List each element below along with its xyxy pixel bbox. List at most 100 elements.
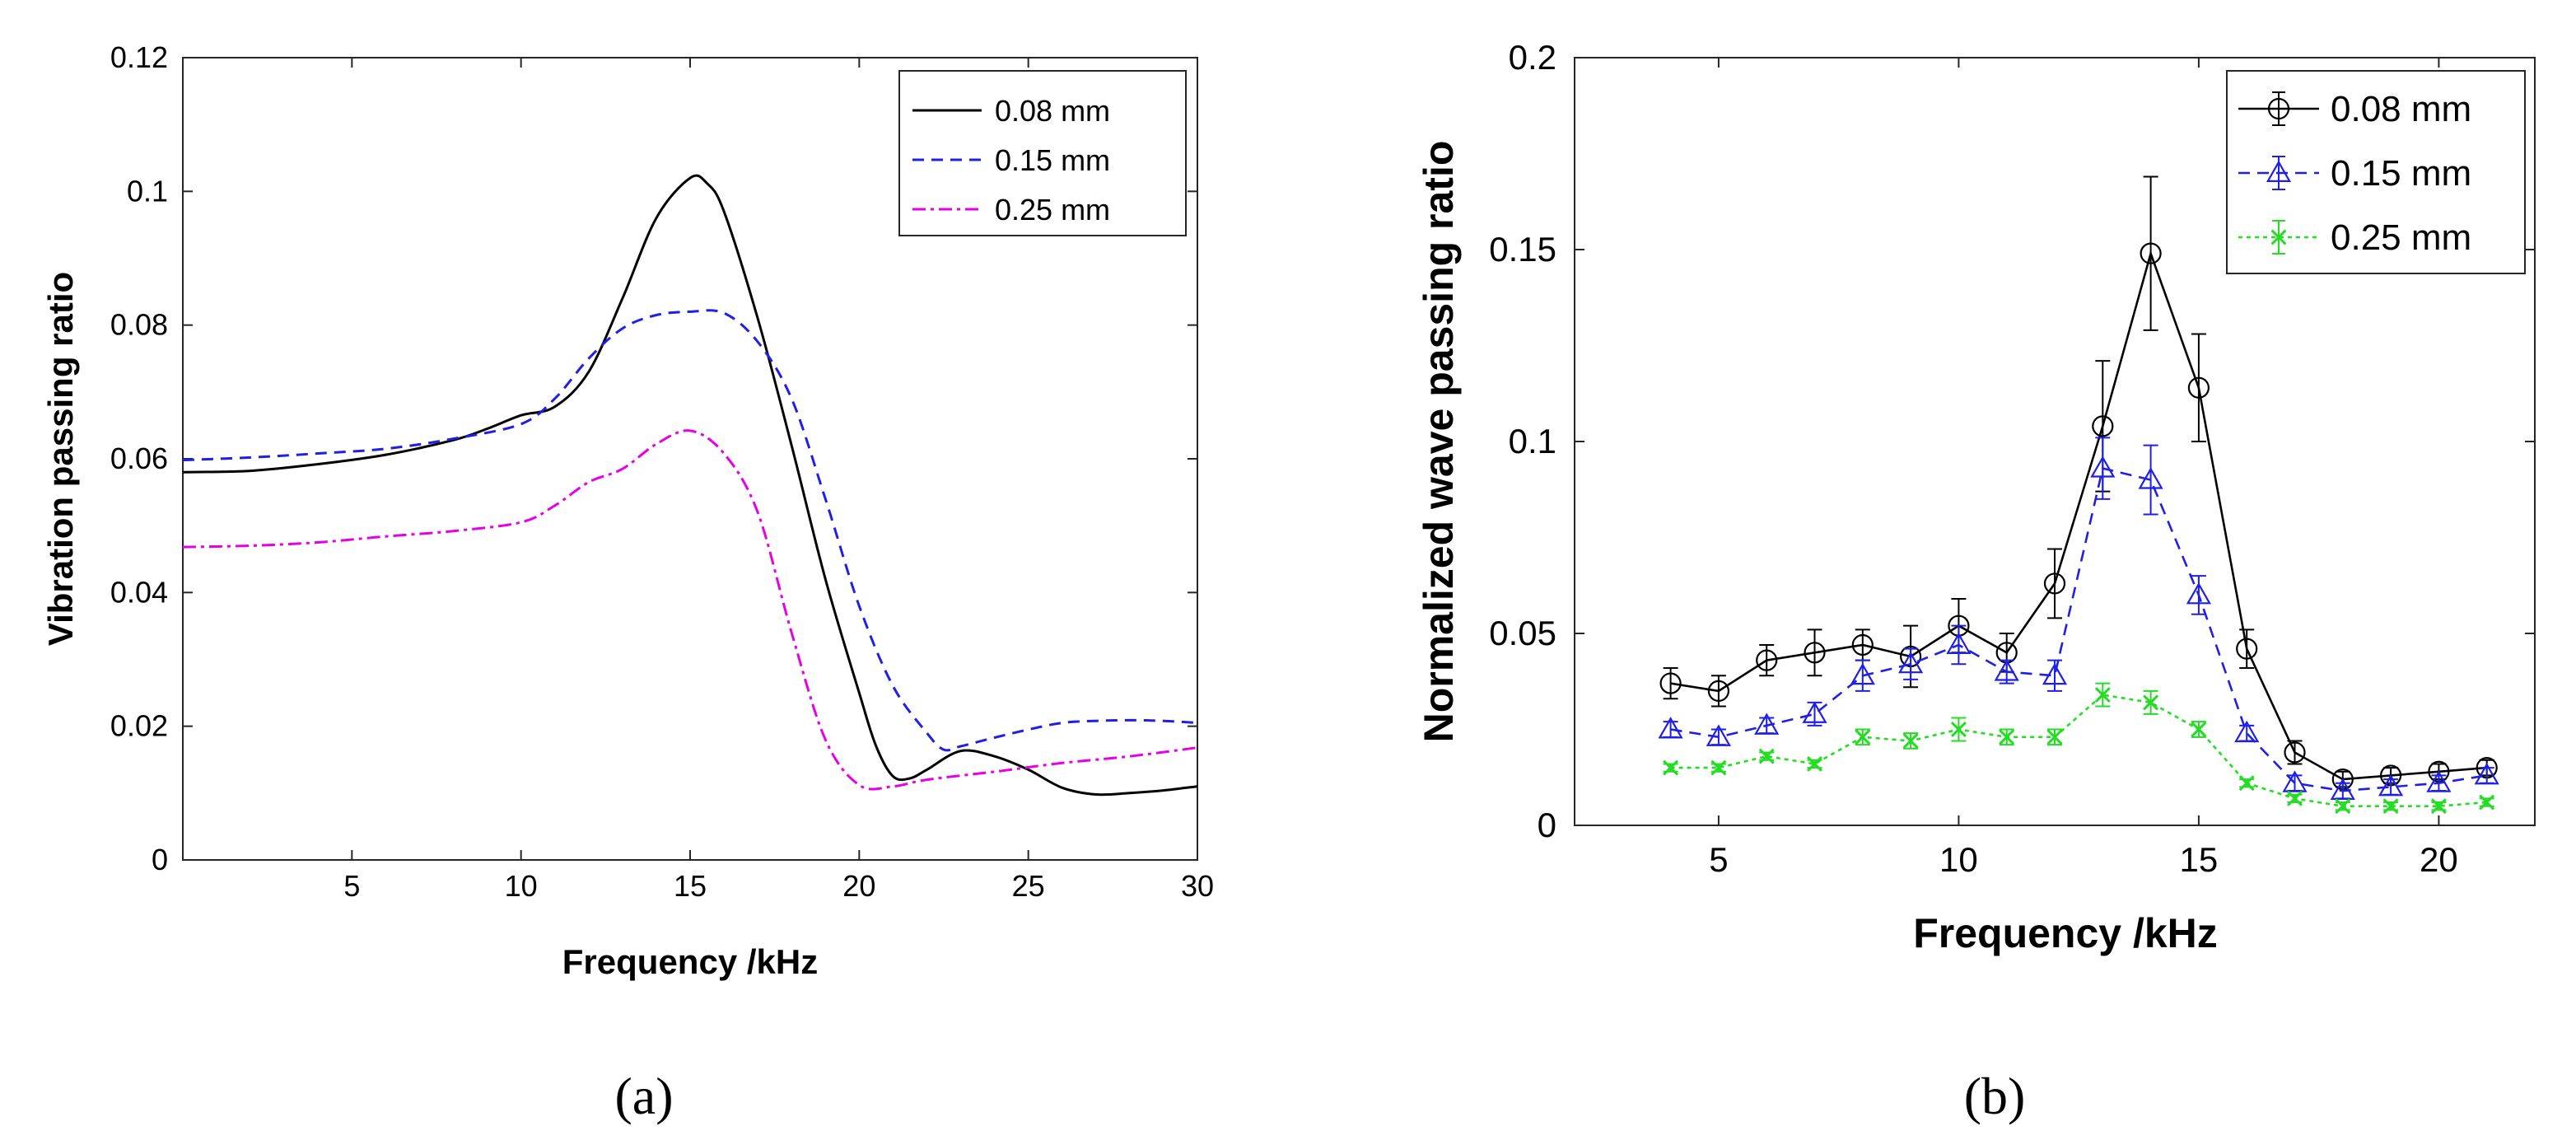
data-point bbox=[1707, 680, 1729, 703]
data-point bbox=[2143, 694, 2159, 711]
legend-error-bar bbox=[2272, 91, 2285, 126]
error-bar bbox=[2095, 437, 2111, 500]
data-point bbox=[1658, 717, 1683, 739]
x-tick-label: 5 bbox=[343, 869, 360, 903]
y-tick-label: 0 bbox=[152, 843, 168, 876]
data-point bbox=[1851, 633, 1874, 656]
y-tick-label: 0.02 bbox=[110, 709, 168, 743]
data-point bbox=[1756, 649, 1778, 671]
data-point bbox=[2282, 770, 2308, 792]
data-point bbox=[2090, 456, 2116, 478]
series-0-25-mm bbox=[1663, 682, 2495, 815]
data-point bbox=[2284, 741, 2306, 764]
data-point bbox=[1663, 759, 1679, 776]
series-line bbox=[1670, 250, 2487, 781]
tick-marks-b bbox=[1575, 57, 2535, 826]
x-tick-label: 25 bbox=[1012, 869, 1045, 903]
data-point bbox=[2378, 773, 2404, 797]
error-bar bbox=[2191, 333, 2206, 442]
data-point bbox=[1902, 733, 1919, 749]
data-point bbox=[2046, 729, 2063, 745]
error-bar bbox=[1807, 628, 1822, 677]
data-point bbox=[1710, 759, 1727, 776]
series-line-0-08-mm bbox=[182, 174, 1198, 797]
data-point bbox=[2043, 572, 2066, 595]
error-bar bbox=[2287, 740, 2303, 765]
x-tick-label: 30 bbox=[1181, 869, 1214, 903]
legend-label: 0.25 mm bbox=[2331, 217, 2471, 258]
series-a bbox=[182, 174, 1198, 797]
data-point bbox=[1659, 672, 1682, 694]
y-tick-label: 0.12 bbox=[110, 40, 168, 74]
data-point bbox=[2138, 467, 2163, 489]
y-tick-label: 0 bbox=[1538, 806, 1556, 844]
x-tick-label: 10 bbox=[1939, 840, 1978, 879]
series-line-0-25-mm bbox=[182, 429, 1198, 791]
data-point bbox=[2234, 720, 2260, 743]
y-tick-label: 0.06 bbox=[110, 442, 168, 475]
legend-label: 0.08 mm bbox=[2331, 89, 2471, 129]
data-point bbox=[1999, 729, 2015, 745]
data-point bbox=[1994, 659, 2019, 681]
data-point bbox=[1950, 722, 1967, 737]
data-point bbox=[1807, 755, 1822, 772]
data-point bbox=[2479, 794, 2495, 811]
data-point bbox=[2187, 376, 2210, 399]
series-0-15-mm bbox=[1658, 437, 2499, 801]
x-tick-label: 5 bbox=[1709, 840, 1728, 879]
data-point bbox=[2092, 415, 2114, 437]
data-point bbox=[1855, 729, 1871, 745]
data-point bbox=[2430, 798, 2447, 815]
x-tick-label: 15 bbox=[2180, 840, 2219, 879]
data-point bbox=[1802, 701, 1827, 723]
x-tick-labels-b: 5 10 15 20 bbox=[1709, 840, 2458, 879]
data-point bbox=[2330, 778, 2355, 801]
series-line-0-15-mm bbox=[182, 309, 1198, 752]
legend-a: 0.08 mm 0.15 mm 0.25 mm bbox=[898, 70, 1187, 236]
legend-label: 0.08 mm bbox=[995, 94, 1110, 128]
error-bar bbox=[1951, 624, 1967, 666]
x-tick-label: 10 bbox=[505, 869, 538, 903]
data-point bbox=[2140, 242, 2162, 264]
legend-marker bbox=[2270, 229, 2287, 245]
series-line bbox=[1670, 694, 2487, 808]
x-axis-label-b: Frequency /kHz bbox=[1913, 910, 2218, 956]
x-axis-label-a: Frequency /kHz bbox=[562, 942, 818, 981]
data-point bbox=[1758, 748, 1775, 764]
y-tick-label: 0.1 bbox=[1509, 422, 1556, 460]
y-tick-label: 0.08 bbox=[110, 308, 168, 342]
data-point bbox=[2335, 798, 2351, 815]
data-point bbox=[2287, 790, 2303, 806]
y-tick-labels-b: 0 0.05 0.1 0.15 0.2 bbox=[1489, 38, 1556, 844]
y-tick-label: 0.2 bbox=[1509, 38, 1556, 77]
legend-label: 0.15 mm bbox=[995, 143, 1110, 177]
y-axis-label-a: Vibration passing ratio bbox=[41, 272, 80, 646]
x-tick-label: 20 bbox=[2420, 840, 2458, 879]
data-point bbox=[1898, 651, 1924, 674]
data-point bbox=[1706, 724, 1731, 746]
legend-label: 0.15 mm bbox=[2331, 153, 2471, 194]
panel-caption-a: (a) bbox=[614, 1067, 673, 1125]
panel-b: 5 10 15 20 0 0.05 0.1 0.15 0.2 Frequency /kHz N… bbox=[1416, 38, 2536, 1125]
y-tick-labels-a: 0 0.02 0.04 0.06 0.08 0.1 0.12 bbox=[110, 40, 168, 876]
data-point bbox=[1754, 712, 1780, 735]
panel-caption-b: (b) bbox=[1964, 1067, 2026, 1125]
series-b bbox=[1658, 175, 2499, 815]
legend-label: 0.25 mm bbox=[995, 193, 1110, 227]
x-tick-labels-a: 5 10 15 20 25 30 bbox=[343, 869, 1214, 903]
x-tick-label: 20 bbox=[842, 869, 875, 903]
y-axis-label-b: Normalized wave passing ratio bbox=[1416, 141, 1462, 743]
data-point bbox=[2236, 638, 2258, 660]
y-tick-label: 0.15 bbox=[1489, 230, 1556, 269]
y-tick-label: 0.1 bbox=[127, 174, 168, 208]
panel-a: 5 10 15 20 25 30 0 0.02 0.04 0.06 0.08 0.1 0.12 Fre… bbox=[41, 40, 1214, 1125]
data-point bbox=[1850, 662, 1875, 685]
error-bar bbox=[2191, 575, 2206, 615]
data-point bbox=[2474, 763, 2499, 785]
data-point bbox=[2191, 722, 2207, 737]
error-bar bbox=[2239, 628, 2255, 669]
data-point bbox=[2186, 582, 2211, 605]
data-point bbox=[2382, 798, 2399, 815]
data-point bbox=[2426, 770, 2452, 792]
data-point bbox=[2238, 775, 2255, 792]
